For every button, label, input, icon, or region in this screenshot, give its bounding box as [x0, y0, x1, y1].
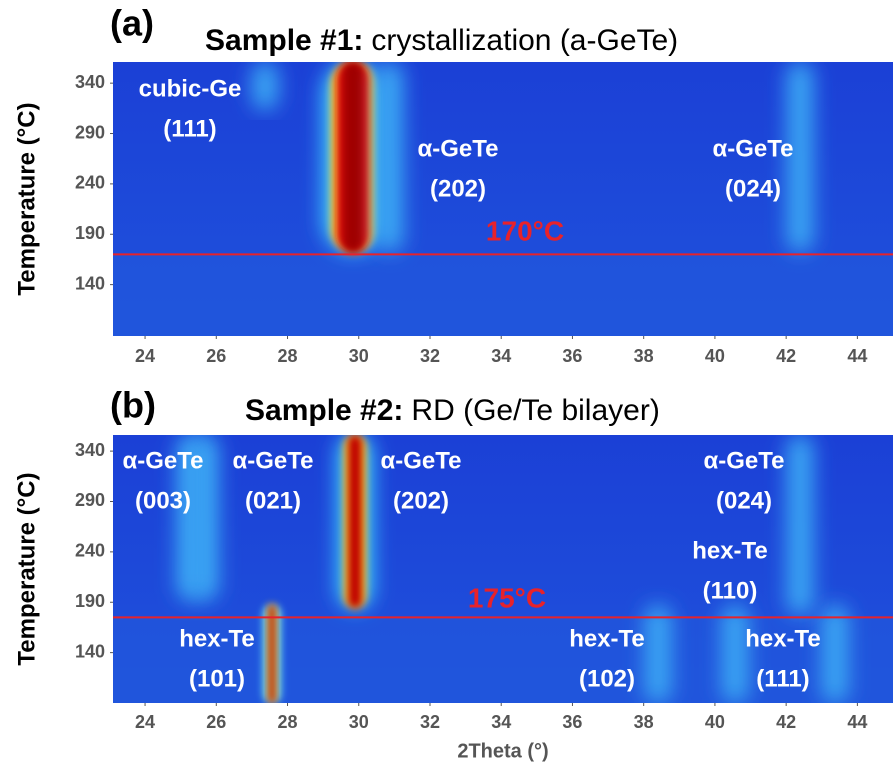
annotation: (021): [245, 487, 301, 514]
annotation: hex-Te: [692, 537, 768, 564]
streak: [822, 605, 848, 703]
streak: [269, 605, 275, 703]
streak: [348, 435, 362, 608]
annotation: (202): [430, 175, 486, 202]
x-tick-label: 42: [776, 712, 796, 732]
y-tick-label: 190: [75, 223, 105, 243]
x-tick-label: 32: [420, 346, 440, 366]
annotation: α-GeTe: [418, 135, 499, 162]
annotation: (110): [703, 577, 758, 604]
x-tick-label: 26: [206, 712, 226, 732]
x-tick-label: 36: [562, 346, 582, 366]
y-tick-label: 340: [75, 72, 105, 92]
y-tick-label: 290: [75, 122, 105, 142]
panel: 170°C (a) Sample #1: crystallization (a-GeT…: [13, 3, 893, 366]
y-tick-label: 190: [75, 591, 105, 611]
heatmap: [113, 435, 893, 703]
x-tick-label: 32: [420, 712, 440, 732]
chart-title: Sample #2: RD (Ge/Te bilayer): [245, 394, 660, 427]
x-tick-label: 38: [634, 346, 654, 366]
x-tick-label: 24: [135, 712, 155, 732]
x-tick-label: 34: [491, 712, 511, 732]
streak: [252, 62, 278, 110]
x-tick-label: 38: [634, 712, 654, 732]
chart-title: Sample #1: crystallization (a-GeTe): [205, 24, 678, 57]
title-rest: crystallization (a-GeTe): [371, 24, 678, 57]
y-tick-label: 290: [75, 490, 105, 510]
x-tick-label: 30: [349, 712, 369, 732]
heatmap: [113, 62, 893, 336]
x-tick-label: 36: [562, 712, 582, 732]
x-axis-label: 2Theta (°): [457, 740, 548, 762]
annotation: (101): [189, 665, 245, 692]
annotation: α-GeTe: [381, 447, 462, 474]
x-tick-label: 40: [705, 712, 725, 732]
panel-label: (b): [110, 385, 156, 426]
threshold-label: 175°C: [468, 582, 546, 613]
heatmap-lower: [113, 617, 893, 703]
annotation: (102): [579, 665, 635, 692]
annotation: (111): [756, 665, 809, 692]
y-axis-label: Temperature (°C): [13, 472, 40, 665]
title-bold: Sample #1:: [205, 24, 363, 57]
threshold-label: 170°C: [486, 215, 564, 246]
streak: [722, 605, 748, 703]
y-axis-label: Temperature (°C): [13, 102, 40, 295]
annotation: α-GeTe: [123, 447, 204, 474]
panel-label: (a): [110, 3, 154, 44]
streak: [343, 62, 363, 252]
x-tick-label: 28: [278, 712, 298, 732]
x-tick-label: 26: [206, 346, 226, 366]
streak: [177, 435, 203, 600]
x-tick-label: 30: [349, 346, 369, 366]
x-tick-label: 44: [847, 346, 867, 366]
annotation: hex-Te: [745, 625, 821, 652]
panel: 175°C (b) Sample #2: RD (Ge/Te bilayer) 140 1…: [13, 385, 893, 762]
x-tick-label: 40: [705, 346, 725, 366]
annotation: α-GeTe: [233, 447, 314, 474]
annotation: α-GeTe: [713, 135, 794, 162]
x-tick-label: 42: [776, 346, 796, 366]
streak: [787, 62, 813, 252]
streak: [645, 605, 671, 703]
title-bold: Sample #2:: [245, 394, 403, 427]
x-tick-label: 28: [278, 346, 298, 366]
annotation: α-GeTe: [704, 447, 785, 474]
streak: [787, 435, 813, 615]
streak: [377, 62, 403, 252]
annotation: hex-Te: [569, 625, 645, 652]
heatmap-lower: [113, 254, 893, 336]
annotation: (003): [135, 487, 191, 514]
x-tick-label: 44: [847, 712, 867, 732]
annotation: hex-Te: [179, 625, 255, 652]
title-rest: RD (Ge/Te bilayer): [411, 394, 659, 427]
x-tick-label: 24: [135, 346, 155, 366]
y-tick-label: 240: [75, 173, 105, 193]
y-tick-label: 140: [75, 641, 105, 661]
annotation: (024): [725, 175, 781, 202]
x-tick-label: 34: [491, 346, 511, 366]
annotation: (024): [716, 487, 772, 514]
y-tick-label: 340: [75, 440, 105, 460]
annotation: (111): [163, 115, 216, 142]
y-tick-label: 140: [75, 273, 105, 293]
annotation: (202): [393, 487, 449, 514]
annotation: cubic-Ge: [139, 75, 242, 102]
y-tick-label: 240: [75, 541, 105, 561]
